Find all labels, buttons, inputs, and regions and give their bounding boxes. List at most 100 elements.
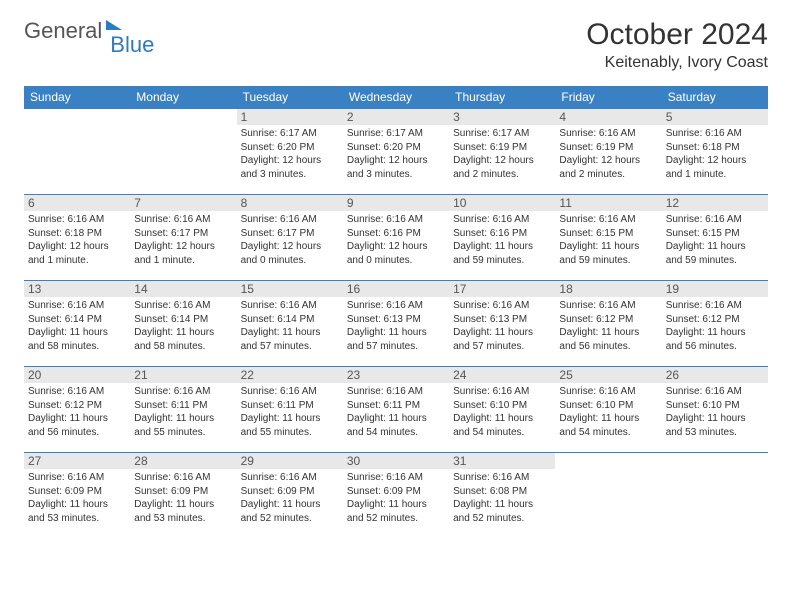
sunset-text: Sunset: 6:17 PM bbox=[241, 227, 339, 241]
sunset-text: Sunset: 6:14 PM bbox=[134, 313, 232, 327]
sunrise-text: Sunrise: 6:17 AM bbox=[347, 127, 445, 141]
weekday-header: Friday bbox=[555, 86, 661, 109]
sunrise-text: Sunrise: 6:16 AM bbox=[28, 385, 126, 399]
sunrise-text: Sunrise: 6:16 AM bbox=[134, 471, 232, 485]
day-details: Sunrise: 6:16 AMSunset: 6:11 PMDaylight:… bbox=[347, 385, 445, 439]
header: General Blue October 2024 Keitenably, Iv… bbox=[24, 18, 768, 72]
sunrise-text: Sunrise: 6:16 AM bbox=[241, 471, 339, 485]
day-number: 6 bbox=[24, 195, 130, 211]
calendar-row: 13 Sunrise: 6:16 AM Sunset: 6:14 PM Dayligh… bbox=[24, 281, 768, 367]
sunset-text: Sunset: 6:16 PM bbox=[347, 227, 445, 241]
sunrise-text: Sunrise: 6:16 AM bbox=[559, 385, 657, 399]
weekday-header: Tuesday bbox=[237, 86, 343, 109]
logo-text-general: General bbox=[24, 18, 102, 44]
daylight-text: Daylight: 11 hours and 54 minutes. bbox=[453, 412, 551, 439]
daylight-text: Daylight: 11 hours and 57 minutes. bbox=[453, 326, 551, 353]
logo-text-blue: Blue bbox=[110, 32, 154, 58]
day-details: Sunrise: 6:16 AMSunset: 6:16 PMDaylight:… bbox=[347, 213, 445, 267]
daylight-text: Daylight: 11 hours and 56 minutes. bbox=[559, 326, 657, 353]
sunrise-text: Sunrise: 6:16 AM bbox=[453, 385, 551, 399]
daylight-text: Daylight: 11 hours and 53 minutes. bbox=[134, 498, 232, 525]
sunrise-text: Sunrise: 6:16 AM bbox=[453, 471, 551, 485]
day-number: 13 bbox=[24, 281, 130, 297]
calendar-row: 20Sunrise: 6:16 AMSunset: 6:12 PMDayligh… bbox=[24, 367, 768, 453]
sunset-text: Sunset: 6:12 PM bbox=[28, 399, 126, 413]
calendar-cell: 31Sunrise: 6:16 AMSunset: 6:08 PMDayligh… bbox=[449, 453, 555, 539]
sunset-text: Sunset: 6:08 PM bbox=[453, 485, 551, 499]
day-details: Sunrise: 6:16 AMSunset: 6:09 PMDaylight:… bbox=[28, 471, 126, 525]
sunrise-text: Sunrise: 6:16 AM bbox=[241, 213, 339, 227]
day-number: 1 bbox=[237, 109, 343, 125]
calendar-cell: 3Sunrise: 6:17 AMSunset: 6:19 PMDaylight… bbox=[449, 109, 555, 195]
weekday-header: Thursday bbox=[449, 86, 555, 109]
sunset-text: Sunset: 6:14 PM bbox=[28, 313, 126, 327]
day-details: Sunrise: 6:16 AMSunset: 6:10 PMDaylight:… bbox=[559, 385, 657, 439]
day-details: Sunrise: 6:16 AMSunset: 6:17 PMDaylight:… bbox=[241, 213, 339, 267]
day-details: Sunrise: 6:16 AMSunset: 6:18 PMDaylight:… bbox=[28, 213, 126, 267]
sunset-text: Sunset: 6:11 PM bbox=[347, 399, 445, 413]
daylight-text: Daylight: 12 hours and 1 minute. bbox=[134, 240, 232, 267]
day-number: 24 bbox=[449, 367, 555, 383]
calendar-cell: 26Sunrise: 6:16 AMSunset: 6:10 PMDayligh… bbox=[662, 367, 768, 453]
calendar-row: 6 Sunrise: 6:16 AMSunset: 6:18 PMDaylight… bbox=[24, 195, 768, 281]
calendar-cell: 4Sunrise: 6:16 AMSunset: 6:19 PMDaylight… bbox=[555, 109, 661, 195]
day-number: 7 bbox=[130, 195, 236, 211]
calendar-table: SundayMondayTuesdayWednesdayThursdayFrid… bbox=[24, 86, 768, 539]
calendar-cell bbox=[555, 453, 661, 539]
weekday-header: Wednesday bbox=[343, 86, 449, 109]
daylight-text: Daylight: 12 hours and 3 minutes. bbox=[241, 154, 339, 181]
sunrise-text: Sunrise: 6:16 AM bbox=[28, 213, 126, 227]
daylight-text: Daylight: 11 hours and 53 minutes. bbox=[666, 412, 764, 439]
daylight-text: Daylight: 11 hours and 52 minutes. bbox=[347, 498, 445, 525]
calendar-cell: 29Sunrise: 6:16 AMSunset: 6:09 PMDayligh… bbox=[237, 453, 343, 539]
day-number: 17 bbox=[449, 281, 555, 297]
sunrise-text: Sunrise: 6:16 AM bbox=[134, 385, 232, 399]
sunset-text: Sunset: 6:09 PM bbox=[241, 485, 339, 499]
calendar-cell: 19Sunrise: 6:16 AMSunset: 6:12 PMDayligh… bbox=[662, 281, 768, 367]
day-number: 31 bbox=[449, 453, 555, 469]
calendar-cell: 25Sunrise: 6:16 AMSunset: 6:10 PMDayligh… bbox=[555, 367, 661, 453]
day-details: Sunrise: 6:16 AMSunset: 6:10 PMDaylight:… bbox=[666, 385, 764, 439]
daylight-text: Daylight: 11 hours and 54 minutes. bbox=[559, 412, 657, 439]
calendar-cell: 10Sunrise: 6:16 AMSunset: 6:16 PMDayligh… bbox=[449, 195, 555, 281]
sunrise-text: Sunrise: 6:16 AM bbox=[347, 299, 445, 313]
day-number: 15 bbox=[237, 281, 343, 297]
sunrise-text: Sunrise: 6:16 AM bbox=[559, 213, 657, 227]
daylight-text: Daylight: 12 hours and 1 minute. bbox=[666, 154, 764, 181]
sunset-text: Sunset: 6:10 PM bbox=[666, 399, 764, 413]
day-details: Sunrise: 6:16 AMSunset: 6:15 PMDaylight:… bbox=[559, 213, 657, 267]
location-label: Keitenably, Ivory Coast bbox=[586, 54, 768, 72]
calendar-cell: 13Sunrise: 6:16 AMSunset: 6:14 PMDayligh… bbox=[24, 281, 130, 367]
day-number: 11 bbox=[555, 195, 661, 211]
day-number: 30 bbox=[343, 453, 449, 469]
calendar-cell: 1Sunrise: 6:17 AMSunset: 6:20 PMDaylight… bbox=[237, 109, 343, 195]
day-number: 16 bbox=[343, 281, 449, 297]
sunset-text: Sunset: 6:10 PM bbox=[453, 399, 551, 413]
calendar-cell: 21Sunrise: 6:16 AMSunset: 6:11 PMDayligh… bbox=[130, 367, 236, 453]
daylight-text: Daylight: 11 hours and 59 minutes. bbox=[453, 240, 551, 267]
calendar-cell: 20Sunrise: 6:16 AMSunset: 6:12 PMDayligh… bbox=[24, 367, 130, 453]
sunset-text: Sunset: 6:14 PM bbox=[241, 313, 339, 327]
day-details: Sunrise: 6:16 AMSunset: 6:11 PMDaylight:… bbox=[134, 385, 232, 439]
day-details: Sunrise: 6:16 AMSunset: 6:19 PMDaylight:… bbox=[559, 127, 657, 181]
day-number: 27 bbox=[24, 453, 130, 469]
sunset-text: Sunset: 6:11 PM bbox=[241, 399, 339, 413]
daylight-text: Daylight: 11 hours and 56 minutes. bbox=[666, 326, 764, 353]
calendar-cell bbox=[662, 453, 768, 539]
daylight-text: Daylight: 11 hours and 57 minutes. bbox=[347, 326, 445, 353]
logo: General Blue bbox=[24, 18, 154, 44]
calendar-cell: 12Sunrise: 6:16 AMSunset: 6:15 PMDayligh… bbox=[662, 195, 768, 281]
sunset-text: Sunset: 6:20 PM bbox=[241, 141, 339, 155]
calendar-cell: 6 Sunrise: 6:16 AMSunset: 6:18 PMDaylight… bbox=[24, 195, 130, 281]
day-details: Sunrise: 6:16 AMSunset: 6:13 PMDaylight:… bbox=[453, 299, 551, 353]
day-number: 3 bbox=[449, 109, 555, 125]
daylight-text: Daylight: 12 hours and 0 minutes. bbox=[347, 240, 445, 267]
weekday-header: Monday bbox=[130, 86, 236, 109]
calendar-cell: 17 Sunrise: 6:16 AMSunset: 6:13 PMDayligh… bbox=[449, 281, 555, 367]
calendar-cell: 14Sunrise: 6:16 AMSunset: 6:14 PMDayligh… bbox=[130, 281, 236, 367]
sunrise-text: Sunrise: 6:16 AM bbox=[347, 213, 445, 227]
sunrise-text: Sunrise: 6:16 AM bbox=[666, 385, 764, 399]
day-details: Sunrise: 6:16 AMSunset: 6:17 PMDaylight:… bbox=[134, 213, 232, 267]
calendar-cell: 22Sunrise: 6:16 AMSunset: 6:11 PMDayligh… bbox=[237, 367, 343, 453]
daylight-text: Daylight: 11 hours and 52 minutes. bbox=[241, 498, 339, 525]
